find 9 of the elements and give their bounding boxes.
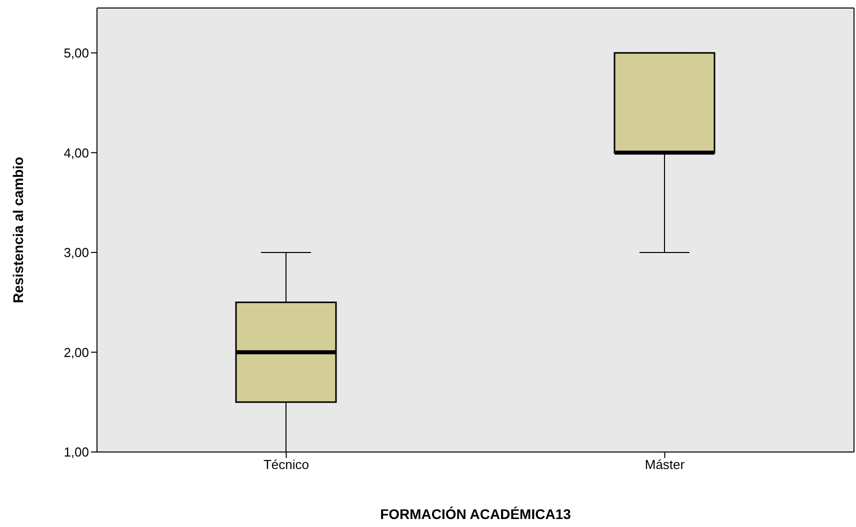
y-tick-label: 4,00 bbox=[64, 145, 89, 160]
y-axis-title: Resistencia al cambio bbox=[10, 156, 26, 304]
y-tick-label: 2,00 bbox=[64, 344, 89, 360]
y-tick-label: 3,00 bbox=[64, 245, 89, 260]
x-axis-title: FORMACIÓN ACADÉMICA13 bbox=[380, 506, 572, 522]
x-tick-label: Técnico bbox=[263, 457, 310, 472]
y-tick-label: 5,00 bbox=[64, 46, 89, 61]
x-tick-label: Máster bbox=[644, 457, 686, 472]
y-tick-label: 1,00 bbox=[64, 444, 89, 460]
